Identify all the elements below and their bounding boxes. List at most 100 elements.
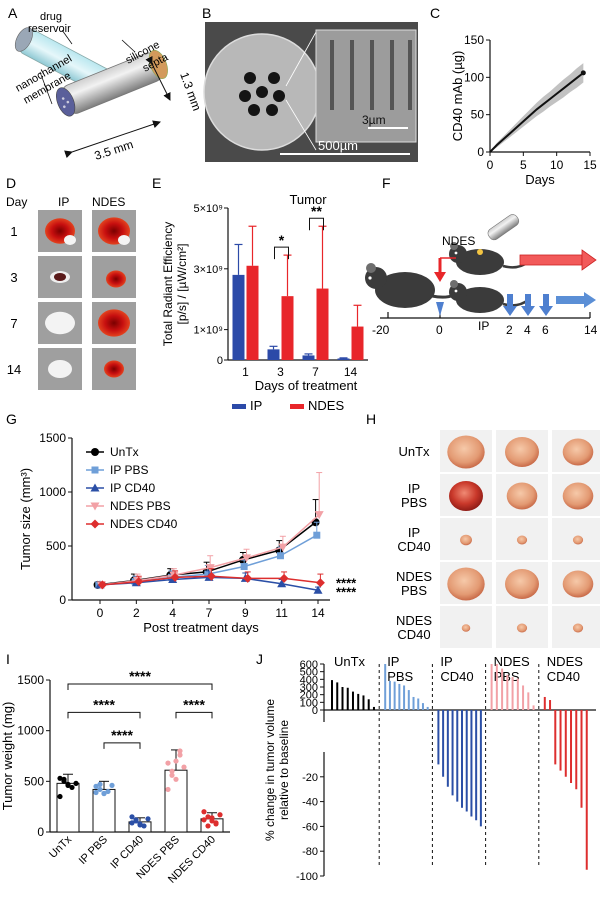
e-ytick-label: 1×10⁹ bbox=[194, 325, 224, 337]
i-point-ndes-cd40 bbox=[201, 809, 207, 815]
label-ip: IP bbox=[478, 319, 489, 333]
day-label-3: 3 bbox=[10, 270, 17, 285]
c-series-line bbox=[489, 72, 584, 153]
scale-label-big: 500µm bbox=[318, 138, 358, 153]
h-tumor-ip-pbs bbox=[562, 482, 594, 510]
i-point-ip-pbs bbox=[105, 788, 111, 795]
panel-letter-c: C bbox=[430, 5, 440, 21]
g-xtick-label: 11 bbox=[275, 606, 288, 620]
c-xtick-label: 15 bbox=[583, 158, 597, 172]
panel-letter-j: J bbox=[256, 651, 263, 667]
j-group-label-ip-cd40: CD40 bbox=[440, 669, 473, 684]
i-xtick-label-ip-pbs: IP PBS bbox=[77, 834, 110, 867]
e-bar-ndes-day7 bbox=[316, 288, 329, 360]
g-ytick-label: 500 bbox=[46, 539, 66, 553]
ip-repeat-arrow bbox=[556, 296, 584, 304]
tick-minus20: -20 bbox=[372, 323, 390, 337]
e-legend-label-ndes: NDES bbox=[308, 398, 344, 413]
ip-arrow-day2 bbox=[503, 294, 517, 316]
c-ytick-label: 0 bbox=[477, 145, 484, 159]
g-xtick-label: 4 bbox=[169, 606, 176, 620]
g-point-ip-pbs bbox=[240, 563, 248, 571]
e-y-label-2: [p/s] / [µW/cm²] bbox=[175, 244, 189, 325]
g-sig-ip-cd40: **** bbox=[336, 584, 357, 599]
h-tumor-ip-cd40 bbox=[572, 535, 584, 545]
chart-c: 0 50 100 150 0 5 10 15 Days CD40 mAb (µg) bbox=[450, 33, 597, 187]
g-xtick-label: 14 bbox=[311, 606, 325, 620]
g-legend-label-ip-cd40: IP CD40 bbox=[110, 481, 155, 495]
i-point-ndes-cd40 bbox=[213, 821, 219, 827]
j-group-label-untx: UnTx bbox=[334, 654, 366, 669]
i-point-ndes-cd40 bbox=[201, 817, 207, 823]
col-header-ip: IP bbox=[58, 195, 69, 209]
i-sig-bracket bbox=[67, 711, 141, 719]
g-point-ndes-pbs bbox=[205, 564, 215, 573]
e-legend-swatch-ndes bbox=[290, 404, 304, 409]
g-xtick-label: 0 bbox=[97, 606, 104, 620]
chart-g: 0 500 1000 1500 0 2 4 7 9 11 14 Post treatment days… bbox=[18, 431, 357, 635]
ip-arrow-day6 bbox=[539, 294, 553, 316]
i-point-untx bbox=[57, 793, 63, 800]
c-y-label: CD40 mAb (µg) bbox=[450, 51, 465, 142]
i-xtick-label-untx: UnTx bbox=[47, 833, 74, 860]
j-ytick-label: 0 bbox=[312, 705, 318, 717]
ivis-mouse-tissue bbox=[45, 311, 75, 335]
panel-e: E Tumor 0 1×10⁹ 3×10⁹ 5×10⁹ Total Radiant Eff… bbox=[152, 175, 368, 413]
i-point-ndes-pbs bbox=[177, 748, 183, 754]
i-sig-label: **** bbox=[129, 668, 151, 684]
g-legend-label-ndes-cd40: NDES CD40 bbox=[110, 517, 178, 531]
ip-arrow-day4 bbox=[521, 294, 535, 316]
i-point-untx bbox=[69, 784, 75, 791]
j-group-label-ip-pbs: PBS bbox=[387, 669, 413, 684]
h-row-label-ip-cd40: IP bbox=[408, 525, 420, 540]
g-legend-label-ndes-pbs: NDES PBS bbox=[110, 499, 171, 513]
i-ytick-label: 1000 bbox=[17, 724, 44, 738]
e-legend-label-ip: IP bbox=[250, 398, 262, 413]
i-point-ip-pbs bbox=[93, 789, 99, 796]
h-tumor-ndes-cd40 bbox=[461, 624, 471, 632]
c-xtick-label: 5 bbox=[520, 158, 527, 172]
i-sig-label: **** bbox=[111, 727, 133, 743]
label-length: 3.5 mm bbox=[93, 137, 135, 163]
e-x-label: Days of treatment bbox=[255, 378, 358, 393]
mouse-illustration-large bbox=[365, 263, 464, 308]
g-ytick-label: 0 bbox=[59, 593, 66, 607]
e-xtick-label: 14 bbox=[344, 365, 358, 379]
e-bar-ip-day3 bbox=[267, 349, 280, 360]
j-ytick-label: -60 bbox=[302, 821, 318, 833]
scale-label-small: 3µm bbox=[362, 113, 386, 127]
i-point-untx bbox=[73, 780, 79, 786]
panel-letter-f: F bbox=[382, 175, 391, 191]
j-ytick-label: -100 bbox=[296, 871, 318, 883]
e-ytick-label: 0 bbox=[217, 355, 223, 367]
g-point-ndes-cd40 bbox=[134, 577, 144, 587]
c-x-label: Days bbox=[525, 172, 555, 187]
panel-d: D Day IP NDES 1 3 7 14 bbox=[6, 175, 136, 390]
j-ytick-label: 400 bbox=[300, 674, 318, 686]
e-xtick-label: 1 bbox=[242, 365, 249, 379]
h-row-label-ip-cd40: CD40 bbox=[397, 539, 430, 554]
e-bar-ndes-day1 bbox=[246, 265, 259, 360]
j-ytick-label: -40 bbox=[302, 797, 318, 809]
j-group-label-ndes-pbs: NDES bbox=[494, 654, 530, 669]
panel-i: I 0 500 1000 1500 Tumor weight (mg) UnTx IP PB… bbox=[0, 651, 230, 886]
panel-letter-h: H bbox=[366, 411, 376, 427]
h-tumor-ndes-pbs bbox=[505, 569, 539, 599]
ivis-signal bbox=[54, 273, 66, 281]
g-y-label: Tumor size (mm³) bbox=[18, 468, 33, 570]
e-xtick-label: 3 bbox=[277, 365, 284, 379]
ivis-mouse-tissue bbox=[118, 235, 130, 245]
i-point-ndes-pbs bbox=[181, 764, 187, 770]
ndes-device-icon bbox=[487, 214, 520, 241]
panel-c: C 0 50 100 150 0 5 10 15 Days CD40 mAb (µg) bbox=[430, 5, 597, 187]
h-tumor-untx bbox=[562, 438, 594, 466]
g-legend-marker-ip-pbs bbox=[91, 466, 99, 474]
chart-e: Tumor 0 1×10⁹ 3×10⁹ 5×10⁹ Total Radiant Effic… bbox=[161, 192, 368, 413]
i-sig-label: **** bbox=[183, 696, 205, 712]
sem-nanochannels bbox=[330, 40, 412, 110]
e-bar-ip-day1 bbox=[232, 274, 245, 360]
ivis-mouse-tissue bbox=[48, 360, 72, 378]
e-sig-bracket bbox=[309, 217, 324, 231]
